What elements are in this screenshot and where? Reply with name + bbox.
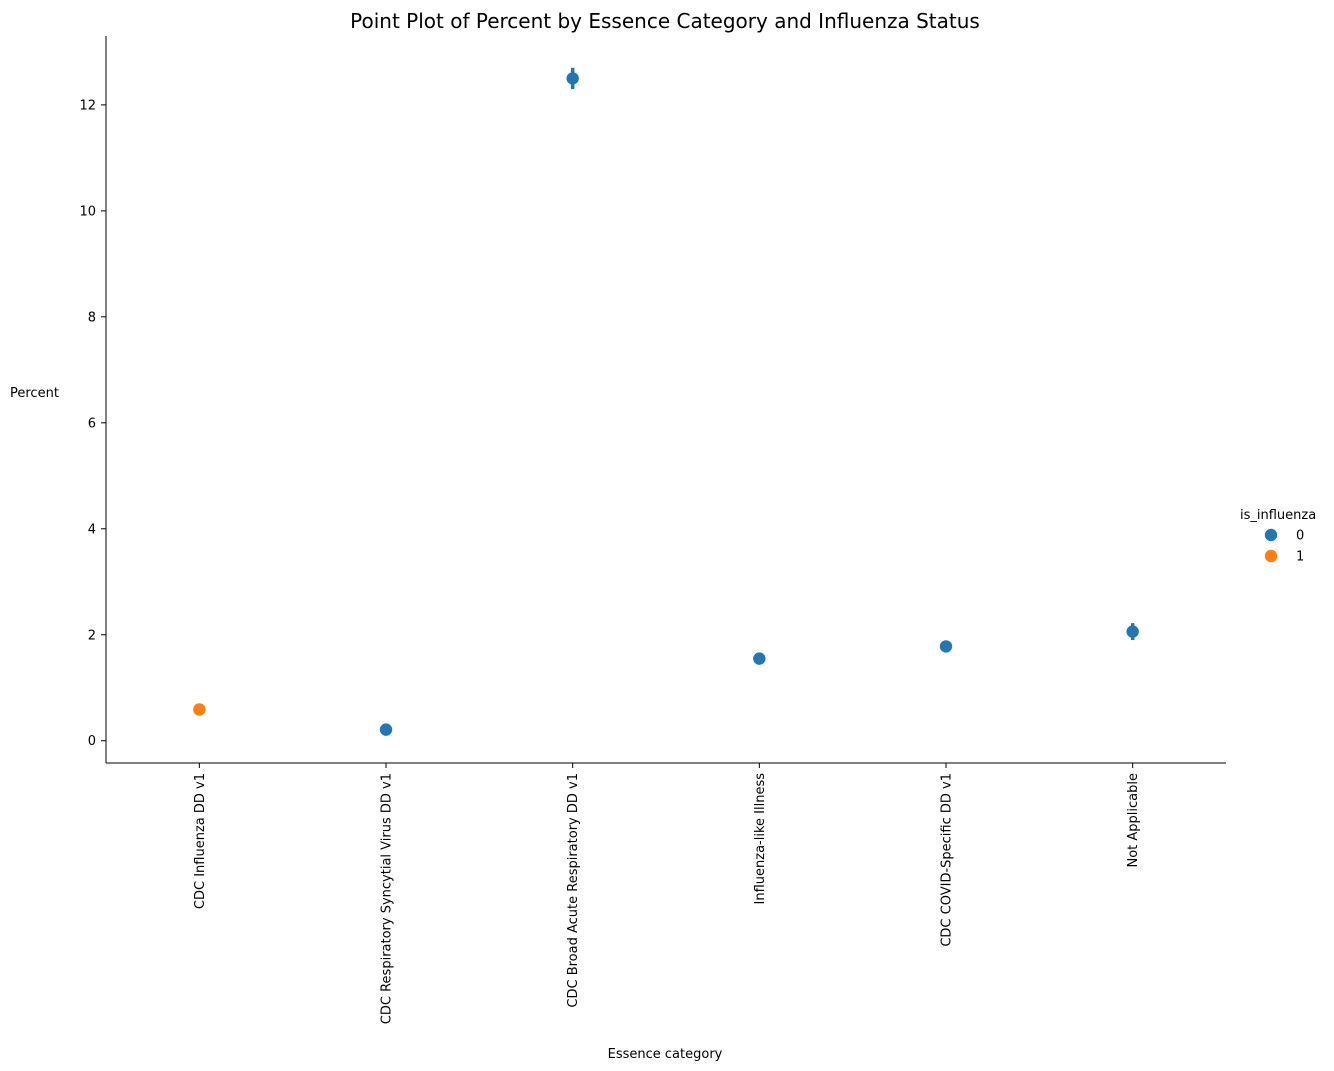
- y-tick-label: 4: [88, 522, 96, 537]
- data-points: [193, 67, 1139, 736]
- x-tick-label: CDC Influenza DD v1: [193, 773, 208, 909]
- y-ticks: 0 2 4 6 8 10 12: [79, 98, 106, 749]
- legend-label: 0: [1296, 529, 1304, 544]
- chart-title: Point Plot of Percent by Essence Categor…: [350, 9, 980, 33]
- y-axis-label: Percent: [10, 386, 59, 401]
- plot-axes: [105, 36, 1226, 764]
- y-tick-label: 2: [88, 628, 96, 643]
- legend-marker: [1264, 549, 1278, 563]
- legend-entries: 01: [1264, 528, 1304, 565]
- x-tick-label: Not Applicable: [1126, 773, 1141, 868]
- legend: is_influenza 01: [1240, 508, 1316, 565]
- legend-title: is_influenza: [1240, 508, 1316, 523]
- legend-marker: [1264, 528, 1278, 542]
- y-tick-label: 6: [88, 416, 96, 431]
- y-tick-label: 12: [79, 98, 96, 113]
- data-point: [193, 703, 206, 716]
- x-axis-label: Essence category: [608, 1047, 723, 1062]
- data-point: [379, 723, 393, 736]
- data-point: [753, 652, 766, 665]
- x-tick-label: Influenza-like Illness: [753, 773, 768, 905]
- data-point: [566, 72, 579, 85]
- y-tick-label: 8: [88, 310, 96, 325]
- x-tick-label: CDC COVID-Specific DD v1: [940, 773, 955, 947]
- y-tick-label: 10: [79, 204, 96, 219]
- data-point: [1126, 625, 1139, 638]
- x-tick-label: CDC Broad Acute Respiratory DD v1: [566, 773, 581, 1008]
- data-point: [939, 640, 953, 653]
- legend-label: 1: [1296, 550, 1304, 565]
- y-tick-label: 0: [88, 734, 96, 749]
- x-ticks: CDC Influenza DD v1 CDC Respiratory Syncy…: [193, 763, 1141, 1024]
- x-tick-label: CDC Respiratory Syncytial Virus DD v1: [380, 773, 395, 1024]
